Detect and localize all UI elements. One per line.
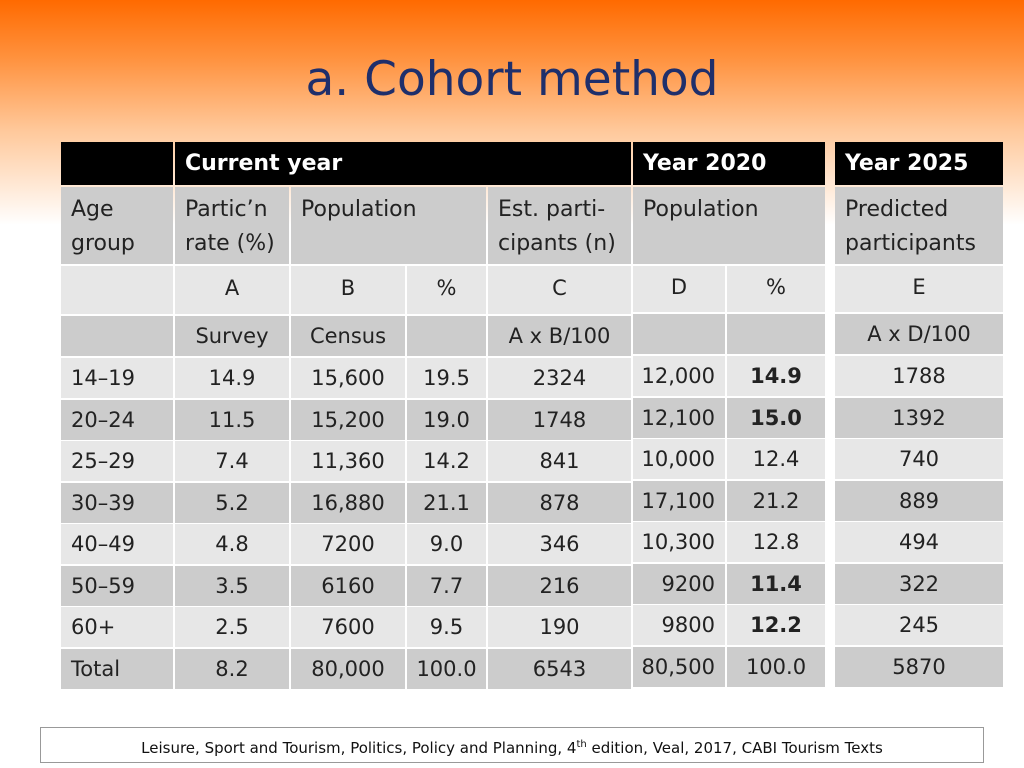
age-group-cell: Total (61, 648, 173, 689)
population-cell: 80,000 (291, 648, 405, 689)
population-2020-pct-cell: 12.2 (727, 605, 825, 645)
citation-superscript: th (576, 739, 587, 750)
predicted-participants-cell: 245 (835, 605, 1003, 645)
age-group-cell: 60+ (61, 607, 173, 647)
citation-text: Leisure, Sport and Tourism, Politics, Po… (141, 739, 577, 757)
letter-cell: A (175, 266, 289, 314)
population-2020-cell: 17,100 (633, 480, 725, 521)
participation-rate-header: Partic’n rate (%) (175, 187, 289, 264)
age-group-cell: 25–29 (61, 441, 173, 481)
est-participants-cell: 1748 (488, 399, 631, 440)
letter-cell: C (488, 266, 631, 314)
population-cell: 7600 (291, 607, 405, 647)
population-2020-cell: 80,500 (633, 646, 725, 687)
population-pct-cell: 19.5 (407, 358, 486, 398)
population-2020-cell: 12,100 (633, 397, 725, 438)
population-pct-cell: 9.0 (407, 524, 486, 564)
slide-title: a. Cohort method (305, 52, 719, 107)
rate-cell: 11.5 (175, 399, 289, 440)
est-participants-cell: 841 (488, 441, 631, 481)
est-participants-cell: 2324 (488, 358, 631, 398)
current-year-header: Current year (175, 142, 631, 185)
est-participants-header: Est. parti-cipants (n) (488, 187, 631, 264)
population-cell: 15,200 (291, 399, 405, 440)
citation-text-end: edition, Veal, 2017, CABI Tourism Texts (586, 739, 883, 757)
year-2020-header: Year 2020 (633, 142, 825, 185)
letter-cell: E (835, 266, 1003, 312)
predicted-participants-cell: 322 (835, 563, 1003, 604)
letter-cell: % (727, 266, 825, 312)
letter-cell: B (291, 266, 405, 314)
source-cell (407, 316, 486, 356)
rate-cell: 5.2 (175, 482, 289, 523)
predicted-participants-cell: 1392 (835, 397, 1003, 438)
population-pct-cell: 9.5 (407, 607, 486, 647)
rate-cell: 14.9 (175, 358, 289, 398)
population-2020-pct-cell: 11.4 (727, 563, 825, 604)
est-participants-cell: 190 (488, 607, 631, 647)
est-participants-cell: 346 (488, 524, 631, 564)
citation-footer: Leisure, Sport and Tourism, Politics, Po… (40, 727, 984, 763)
source-cell: Survey (175, 316, 289, 356)
year-2025-header: Year 2025 (835, 142, 1003, 185)
age-group-cell: 20–24 (61, 399, 173, 440)
est-participants-cell: 216 (488, 565, 631, 606)
age-group-cell: 30–39 (61, 482, 173, 523)
letter-cell (61, 266, 173, 314)
table1-header-blank (61, 142, 173, 185)
est-participants-cell: 6543 (488, 648, 631, 689)
est-participants-cell: 878 (488, 482, 631, 523)
source-cell: Census (291, 316, 405, 356)
source-cell: A x D/100 (835, 314, 1003, 354)
population-cell: 11,360 (291, 441, 405, 481)
population-cell: 6160 (291, 565, 405, 606)
predicted-participants-cell: 1788 (835, 356, 1003, 396)
population-cell: 7200 (291, 524, 405, 564)
population-2020-cell: 10,000 (633, 439, 725, 479)
blank-cell (633, 314, 725, 354)
source-cell (61, 316, 173, 356)
rate-cell: 2.5 (175, 607, 289, 647)
blank-cell (727, 314, 825, 354)
population-2020-pct-cell: 14.9 (727, 356, 825, 396)
source-cell: A x B/100 (488, 316, 631, 356)
population-2020-pct-cell: 15.0 (727, 397, 825, 438)
population-header: Population (291, 187, 486, 264)
population-pct-cell: 19.0 (407, 399, 486, 440)
population-2020-cell: 9800 (633, 605, 725, 645)
rate-cell: 8.2 (175, 648, 289, 689)
population-2020-pct-cell: 12.8 (727, 522, 825, 562)
predicted-participants-cell: 889 (835, 480, 1003, 521)
population-2020-cell: 12,000 (633, 356, 725, 396)
population-2020-header: Population (633, 187, 825, 264)
age-group-cell: 40–49 (61, 524, 173, 564)
population-2020-pct-cell: 100.0 (727, 646, 825, 687)
population-cell: 15,600 (291, 358, 405, 398)
predicted-participants-header: Predicted participants (835, 187, 1003, 264)
population-2020-pct-cell: 12.4 (727, 439, 825, 479)
population-pct-cell: 100.0 (407, 648, 486, 689)
population-2020-cell: 10,300 (633, 522, 725, 562)
population-pct-cell: 21.1 (407, 482, 486, 523)
population-cell: 16,880 (291, 482, 405, 523)
age-group-cell: 50–59 (61, 565, 173, 606)
rate-cell: 3.5 (175, 565, 289, 606)
population-2020-pct-cell: 21.2 (727, 480, 825, 521)
predicted-participants-cell: 494 (835, 522, 1003, 562)
age-group-header: Age group (61, 187, 173, 264)
predicted-participants-cell: 740 (835, 439, 1003, 479)
population-pct-cell: 14.2 (407, 441, 486, 481)
population-2020-cell: 9200 (633, 563, 725, 604)
predicted-participants-cell: 5870 (835, 646, 1003, 687)
population-pct-cell: 7.7 (407, 565, 486, 606)
rate-cell: 4.8 (175, 524, 289, 564)
rate-cell: 7.4 (175, 441, 289, 481)
letter-cell: % (407, 266, 486, 314)
letter-cell: D (633, 266, 725, 312)
age-group-cell: 14–19 (61, 358, 173, 398)
